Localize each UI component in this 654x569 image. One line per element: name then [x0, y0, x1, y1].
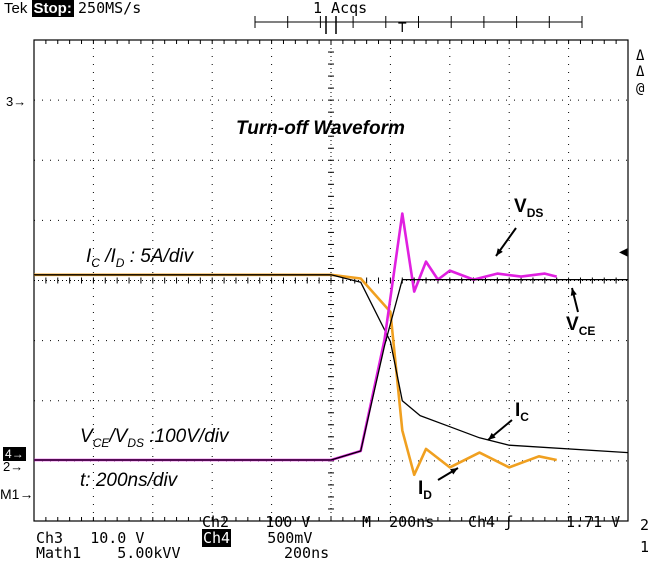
vds-pointer-arrow-head: [496, 248, 503, 256]
timebase-readout[interactable]: M 200ns: [362, 513, 435, 531]
math-readout[interactable]: Math1 5.00kVV: [36, 544, 181, 562]
ic-pointer-arrow-head: [488, 432, 496, 440]
trigger-readout[interactable]: Ch4 ʃ: [468, 513, 514, 531]
trigger-position-marker: T: [398, 19, 407, 35]
ch2-marker[interactable]: 2→: [3, 459, 24, 474]
waveform-traces: [34, 212, 629, 481]
ic-label: IC: [515, 400, 529, 424]
trace-ic: [34, 274, 629, 454]
ch4-marker[interactable]: 4→: [3, 447, 26, 461]
math-marker[interactable]: M1→: [0, 486, 34, 502]
delta-icon: Δ: [636, 64, 645, 80]
header-status: Tek Stop: 250MS/s: [4, 0, 141, 17]
voltage-scale-annotation: VCE/VDS :100V/div: [80, 426, 229, 450]
math-time-readout: 200ns: [284, 544, 330, 562]
acquisition-state: Stop:: [31, 0, 74, 17]
ch3-marker[interactable]: 3→: [6, 94, 27, 109]
status-corner-bottom: 1: [640, 538, 650, 556]
ch2-readout[interactable]: Ch2 100 V: [202, 513, 311, 531]
trigger-level-arrow-icon: ◀: [619, 244, 628, 260]
figure-title: Turn-off Waveform: [236, 118, 405, 139]
vds-label: VDS: [514, 196, 544, 220]
sample-rate: 250MS/s: [78, 0, 142, 17]
delta-icon: Δ: [636, 48, 645, 64]
ch3-readout[interactable]: Ch3 10.0 V: [36, 529, 145, 547]
ch4-readout[interactable]: Ch4 500mV: [202, 529, 313, 547]
brand-label: Tek: [4, 0, 28, 17]
status-corner-top: 2: [640, 516, 650, 534]
acquisition-count: 1 Acqs: [313, 0, 368, 17]
id-pointer-arrow-head: [450, 468, 458, 475]
vce-label: VCE: [566, 314, 596, 338]
trigger-level-readout[interactable]: 1.71 V: [566, 513, 621, 531]
at-icon: @: [636, 81, 645, 97]
id-label: ID: [418, 478, 432, 502]
time-scale-annotation: t: 200ns/div: [80, 470, 178, 491]
current-scale-annotation: IC /ID : 5A/div: [86, 246, 194, 270]
trace-vce: [34, 278, 628, 461]
vce-pointer-arrow-head: [570, 288, 577, 296]
trace-id: [34, 273, 557, 477]
